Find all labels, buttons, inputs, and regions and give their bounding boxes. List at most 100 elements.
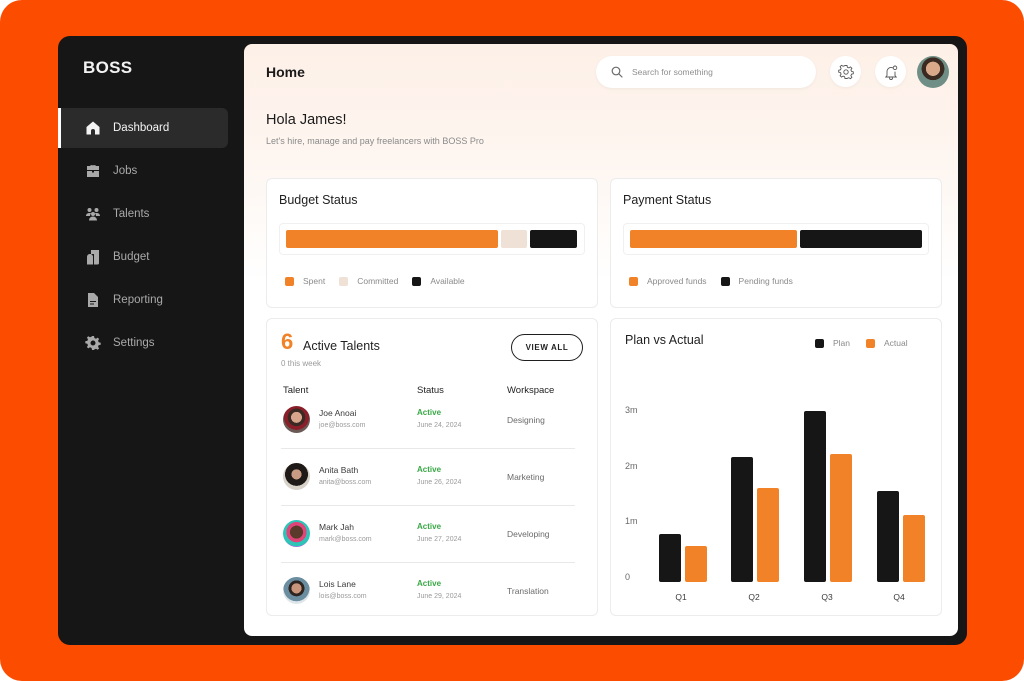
x-tick: Q1 [675, 592, 687, 602]
bar-chart: 0 1m 2m 3m Q1 Q2 Q3 Q4 [611, 319, 943, 617]
talent-workspace: Designing [507, 415, 545, 425]
bar-actual-q1 [685, 546, 707, 582]
legend-item-approved: Approved funds [629, 276, 707, 286]
active-talents-subtitle: 0 this week [281, 359, 322, 368]
table-row[interactable]: Mark Jah mark@boss.com Active June 27, 2… [281, 506, 575, 563]
approved-swatch [629, 276, 638, 286]
sidebar: BOSS Dashboard Jobs Talents [58, 36, 244, 645]
briefcase-icon [85, 163, 101, 179]
sidebar-item-jobs[interactable]: Jobs [58, 151, 244, 191]
talent-email: anita@boss.com [319, 479, 372, 486]
talent-workspace: Marketing [507, 472, 545, 482]
sidebar-item-reporting[interactable]: Reporting [58, 280, 244, 320]
row-divider [281, 562, 575, 563]
notifications-button[interactable] [875, 56, 906, 87]
actual-swatch [866, 338, 876, 348]
x-tick: Q2 [748, 592, 760, 602]
sidebar-item-label: Settings [113, 337, 155, 349]
sidebar-item-label: Reporting [113, 294, 163, 306]
payment-status-card: Payment Status Approved funds Pending fu… [610, 178, 942, 308]
table-row[interactable]: Anita Bath anita@boss.com Active June 26… [281, 449, 575, 506]
view-all-button[interactable]: VIEW ALL [511, 334, 583, 361]
active-talents-title: Active Talents [303, 339, 380, 353]
bar-plan-q2 [731, 457, 753, 582]
home-icon [85, 120, 101, 136]
plan-vs-actual-card: Plan vs Actual Plan Actual 0 1m 2m 3m Q1… [610, 318, 942, 616]
committed-swatch [339, 276, 349, 286]
search-icon [611, 66, 623, 78]
settings-button[interactable] [830, 56, 861, 87]
gear-icon [85, 335, 101, 351]
budget-status-card: Budget Status Spent Committed Available [266, 178, 598, 308]
talent-avatar [283, 577, 310, 604]
search-bar[interactable] [596, 56, 816, 88]
row-divider [281, 448, 575, 449]
bar-actual-q2 [757, 488, 779, 582]
sidebar-item-label: Jobs [113, 165, 138, 177]
legend-item-committed: Committed [339, 276, 398, 286]
y-tick: 0 [625, 572, 631, 582]
legend-item-spent: Spent [285, 276, 325, 286]
sidebar-item-label: Budget [113, 251, 150, 263]
talent-workspace: Developing [507, 529, 550, 539]
plan-swatch [815, 338, 824, 348]
talent-name: Lois Lane [319, 579, 356, 589]
y-tick: 1m [625, 516, 638, 526]
talent-name: Joe Anoai [319, 408, 357, 418]
active-talents-count: 6 [281, 329, 294, 354]
talent-avatar [283, 520, 310, 547]
legend-item-plan: Plan [815, 338, 850, 348]
card-title: Payment Status [623, 193, 712, 207]
active-talents-card: 6 Active Talents 0 this week VIEW ALL Ta… [266, 318, 598, 616]
card-title: Budget Status [279, 193, 358, 207]
brand-logo: BOSS [83, 58, 133, 77]
search-input[interactable] [632, 67, 792, 77]
bar-plan-q4 [877, 491, 899, 582]
sidebar-item-settings[interactable]: Settings [58, 323, 244, 363]
x-tick: Q3 [821, 592, 833, 602]
bar-actual-q3 [830, 454, 852, 582]
column-header-status: Status [417, 385, 444, 396]
talent-name: Anita Bath [319, 465, 359, 475]
status-date: June 29, 2024 [417, 593, 462, 600]
sidebar-item-talents[interactable]: Talents [58, 194, 244, 234]
sidebar-item-label: Dashboard [113, 122, 170, 134]
sidebar-item-budget[interactable]: Budget [58, 237, 244, 277]
status-date: June 24, 2024 [417, 422, 462, 429]
budget-icon [85, 249, 101, 265]
budget-committed-segment [501, 230, 527, 248]
budget-progress-bar [279, 223, 585, 255]
greeting-title: Hola James! [266, 112, 347, 128]
sidebar-item-dashboard[interactable]: Dashboard [58, 108, 228, 148]
app-window: BOSS Dashboard Jobs Talents [58, 36, 967, 645]
talent-name: Mark Jah [319, 522, 354, 532]
table-row[interactable]: Joe Anoai joe@boss.com Active June 24, 2… [281, 392, 575, 449]
payment-legend: Approved funds Pending funds [629, 276, 793, 286]
notification-bell-icon [884, 65, 897, 80]
budget-legend: Spent Committed Available [285, 276, 465, 286]
x-tick: Q4 [893, 592, 905, 602]
sidebar-nav: Dashboard Jobs Talents Budget [58, 108, 244, 366]
talent-email: joe@boss.com [319, 422, 366, 429]
payment-pending-segment [800, 230, 922, 248]
status-badge: Active [417, 465, 442, 474]
row-divider [281, 505, 575, 506]
user-avatar[interactable] [917, 56, 949, 88]
pending-swatch [720, 276, 730, 286]
greeting-subtitle: Let's hire, manage and pay freelancers w… [266, 136, 484, 146]
status-date: June 26, 2024 [417, 479, 462, 486]
status-date: June 27, 2024 [417, 536, 462, 543]
budget-spent-segment [286, 230, 498, 248]
talent-email: mark@boss.com [319, 536, 372, 543]
y-tick: 3m [625, 405, 638, 415]
chart-title: Plan vs Actual [625, 333, 704, 347]
available-swatch [412, 276, 422, 286]
status-badge: Active [417, 408, 442, 417]
column-header-talent: Talent [283, 385, 309, 396]
status-badge: Active [417, 522, 442, 531]
talent-avatar [283, 406, 310, 433]
legend-item-pending: Pending funds [720, 276, 793, 286]
table-row[interactable]: Lois Lane lois@boss.com Active June 29, … [281, 563, 575, 620]
page-title: Home [266, 64, 305, 80]
y-tick: 2m [625, 461, 638, 471]
